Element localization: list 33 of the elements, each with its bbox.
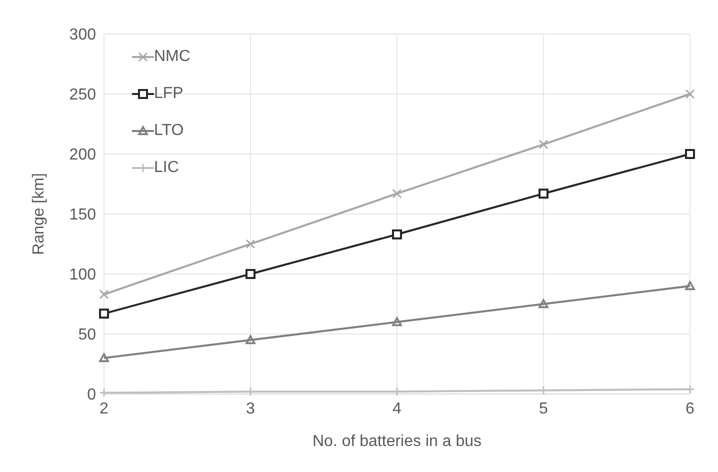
x-tick-label: 6 (686, 400, 695, 418)
point (246, 335, 256, 344)
point (99, 290, 109, 300)
y-tick-label: 0 (87, 386, 96, 404)
x-tick-label: 5 (539, 400, 548, 418)
x-axis-title: No. of batteries in a bus (312, 433, 482, 450)
point (685, 281, 695, 290)
point (685, 149, 695, 159)
y-tick-label: 100 (69, 266, 96, 284)
point (99, 308, 109, 319)
legend-label: LIC (154, 158, 179, 176)
point (392, 317, 402, 326)
legend-label: LFP (154, 84, 184, 102)
point (538, 140, 548, 150)
x-tick-label: 4 (392, 400, 402, 418)
y-tick-label: 150 (69, 206, 96, 224)
y-tick-label: 250 (69, 86, 96, 104)
point (538, 188, 548, 199)
point (246, 239, 256, 249)
y-tick-label: 200 (69, 146, 96, 164)
point (538, 299, 548, 308)
legend-label: NMC (154, 48, 190, 66)
point (392, 229, 402, 240)
point (392, 188, 402, 198)
y-axis-title: Range [km] (30, 173, 48, 255)
x-tick-label: 2 (100, 400, 109, 418)
point (246, 269, 256, 279)
point (685, 89, 695, 99)
x-tick-label: 3 (246, 400, 256, 418)
legend-label: LTO (154, 122, 184, 140)
y-tick-label: 50 (78, 326, 96, 344)
point (99, 353, 109, 362)
y-tick-label: 300 (69, 26, 96, 44)
